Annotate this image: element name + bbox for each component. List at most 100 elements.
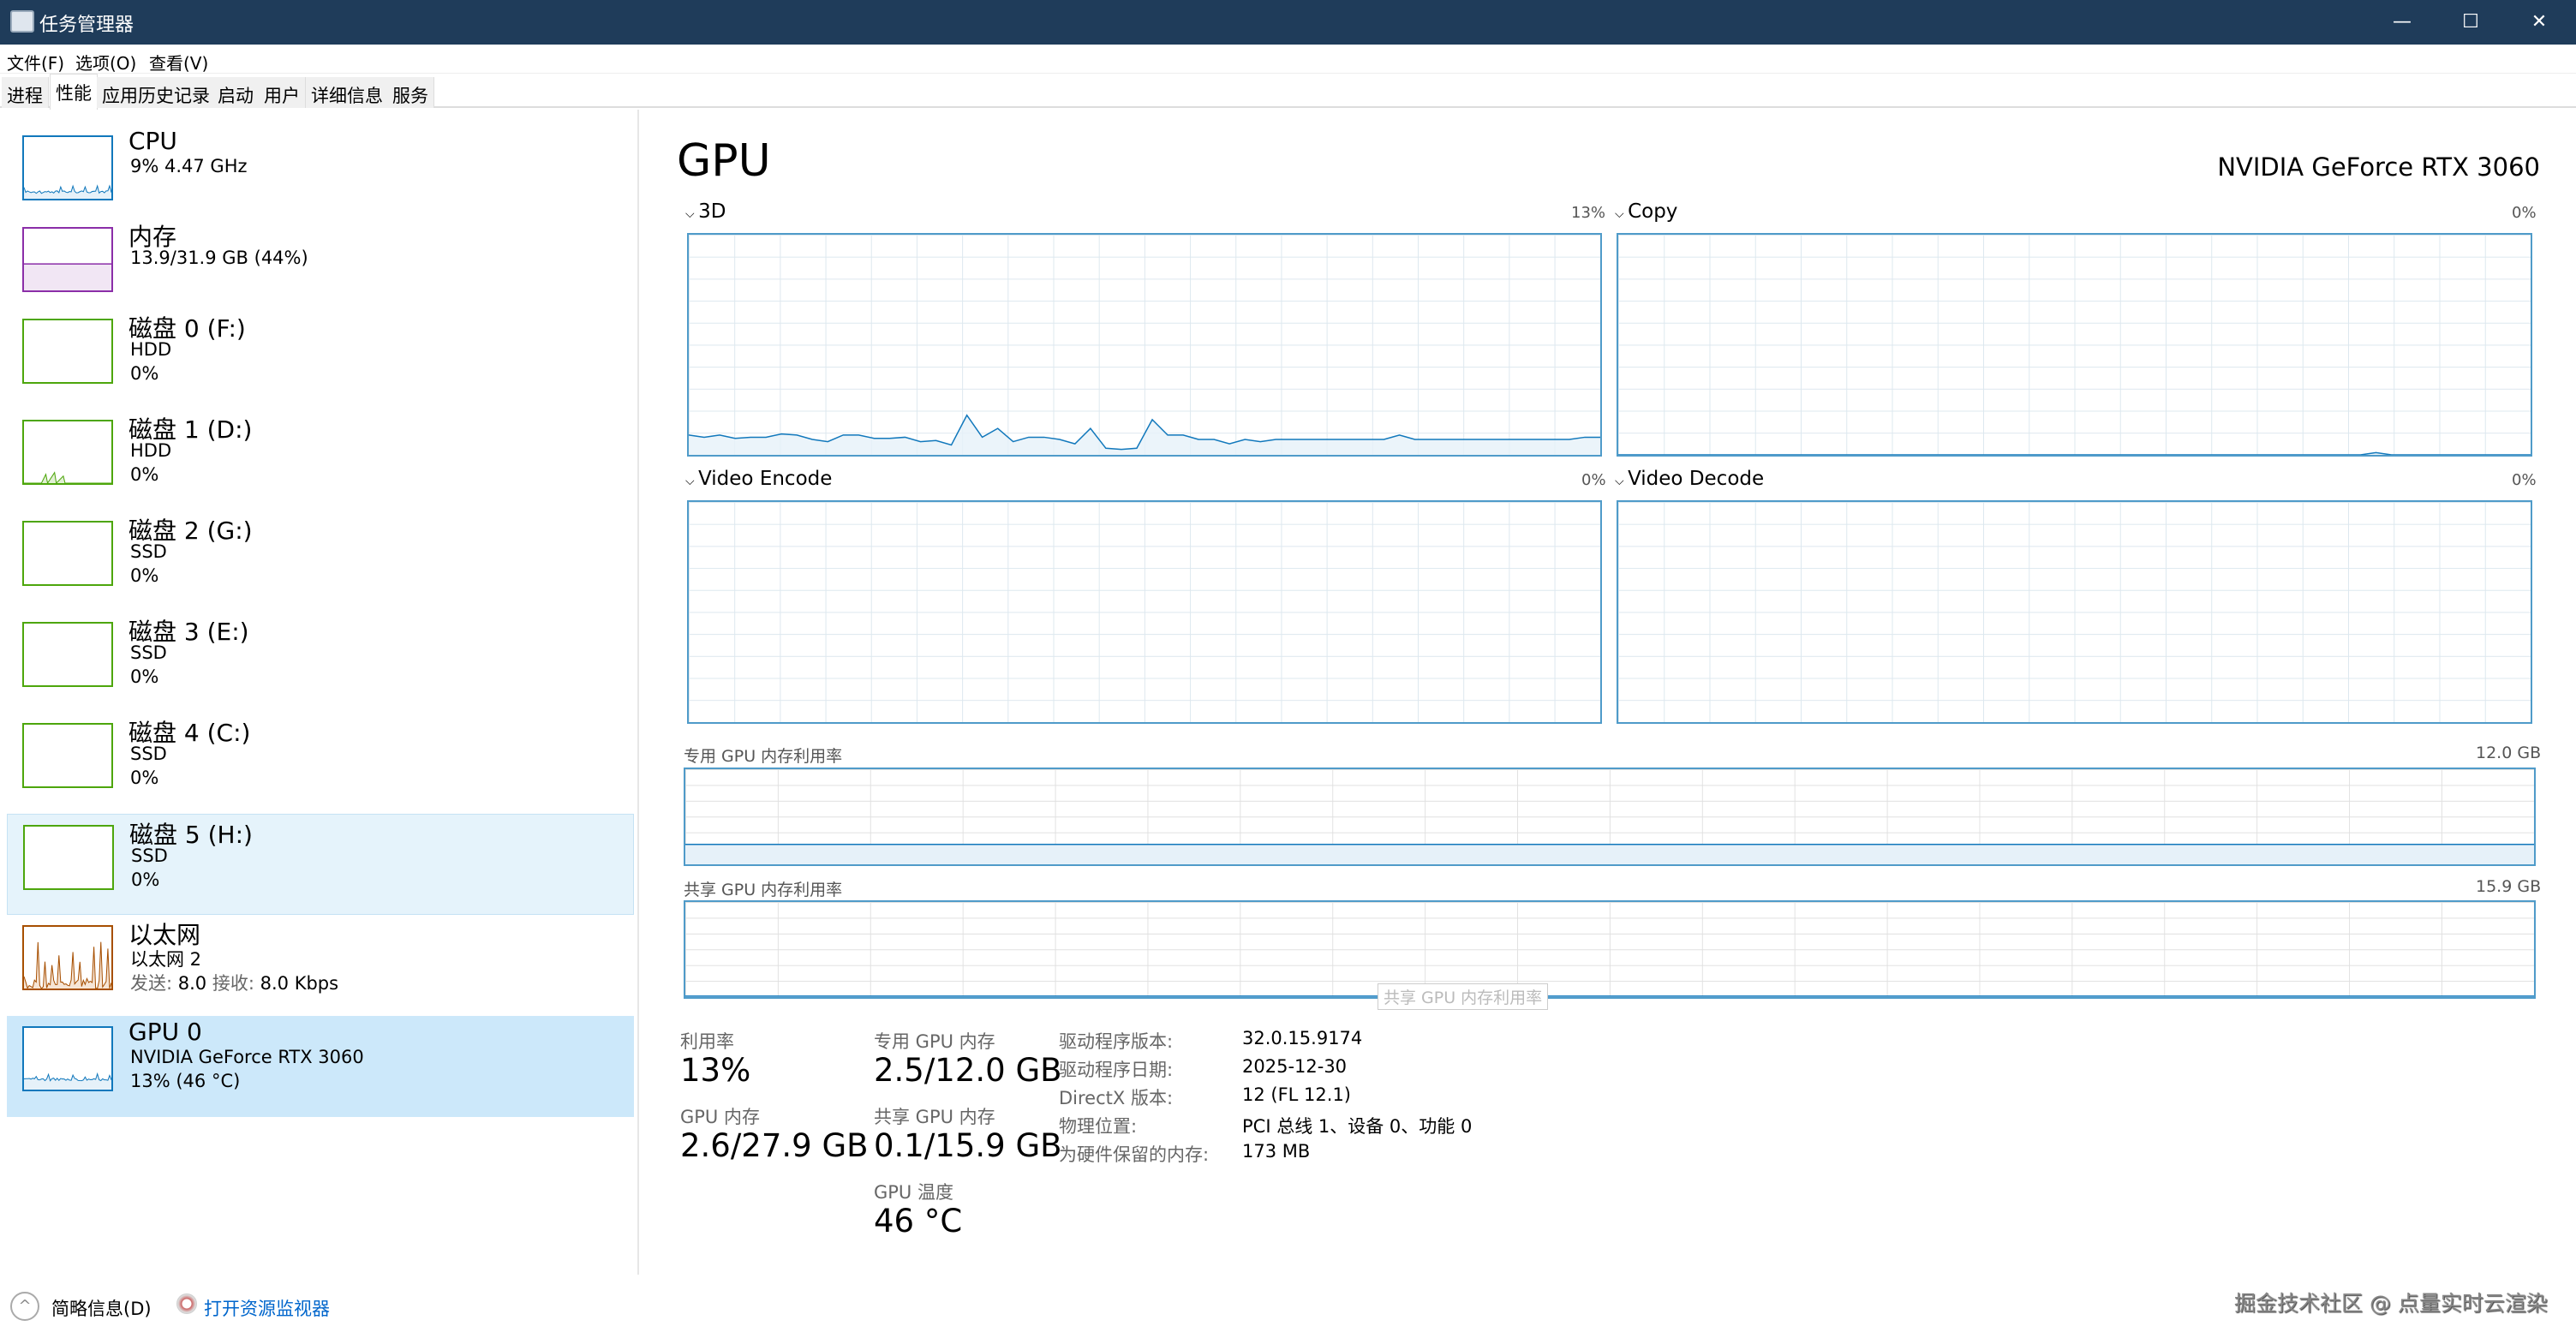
tab-app-history[interactable]: 应用历史记录 bbox=[97, 77, 216, 108]
sidebar-item-detail: 9% 4.47 GHz bbox=[130, 156, 248, 176]
info-key: 驱动程序日期: bbox=[1059, 1056, 1173, 1082]
tab-processes[interactable]: 进程 bbox=[2, 77, 49, 108]
shared-memory-label: 共享 GPU 内存利用率 bbox=[684, 877, 842, 900]
tab-startup[interactable]: 启动 bbox=[212, 77, 260, 108]
chevron-down-icon: ⌵ bbox=[1615, 475, 1628, 488]
chevron-down-icon: ⌵ bbox=[685, 475, 698, 488]
engine-video-decode-label[interactable]: ⌵ Video Decode bbox=[1615, 468, 1764, 490]
sidebar-item[interactable]: 内存 13.9/31.9 GB (44%) bbox=[7, 217, 634, 318]
info-value: 173 MB bbox=[1242, 1141, 1310, 1162]
mini-graph bbox=[22, 420, 113, 485]
info-value: 32.0.15.9174 bbox=[1242, 1028, 1362, 1048]
gpu-temperature-value: 46 °C bbox=[874, 1203, 962, 1239]
sidebar-item[interactable]: 磁盘 3 (E:) SSD 0% bbox=[7, 612, 634, 713]
info-key: 物理位置: bbox=[1059, 1113, 1137, 1138]
dedicated-memory-graph bbox=[684, 768, 2536, 866]
sidebar-item-detail: SSD bbox=[130, 642, 167, 663]
memory-fill bbox=[685, 845, 2534, 864]
engine-label: Video Decode bbox=[1628, 468, 1764, 490]
utilization-label: 利用率 bbox=[680, 1028, 734, 1054]
mini-graph bbox=[22, 521, 113, 586]
sidebar-item-detail: 13.9/31.9 GB (44%) bbox=[130, 248, 308, 268]
open-resource-monitor-link[interactable]: 打开资源监视器 bbox=[204, 1295, 330, 1321]
mini-graph bbox=[22, 1026, 113, 1091]
engine-copy-graph bbox=[1617, 233, 2532, 457]
shared-memory-stat-value: 0.1/15.9 GB bbox=[874, 1127, 1062, 1164]
chevron-down-icon: ⌵ bbox=[685, 207, 698, 221]
tab-details[interactable]: 详细信息 bbox=[306, 77, 389, 108]
mini-graph bbox=[22, 622, 113, 687]
dedicated-memory-stat-value: 2.5/12.0 GB bbox=[874, 1052, 1062, 1089]
engine-copy-label[interactable]: ⌵ Copy bbox=[1615, 200, 1677, 223]
engine-3d-graph bbox=[687, 233, 1602, 457]
tab-users[interactable]: 用户 bbox=[259, 77, 306, 108]
chevron-up-icon[interactable]: ^ bbox=[10, 1292, 39, 1321]
sidebar-item-detail: HDD bbox=[130, 339, 171, 360]
menu-file[interactable]: 文件(F) bbox=[7, 50, 64, 75]
sidebar-item[interactable]: CPU 9% 4.47 GHz bbox=[7, 125, 634, 226]
engine-video-encode-label[interactable]: ⌵ Video Encode bbox=[685, 468, 832, 490]
engine-label: Video Encode bbox=[698, 468, 832, 490]
info-value: PCI 总线 1、设备 0、功能 0 bbox=[1242, 1113, 1472, 1138]
sidebar-item-detail: SSD bbox=[130, 541, 167, 562]
mini-graph bbox=[22, 227, 113, 292]
close-button[interactable]: ✕ bbox=[2505, 0, 2573, 45]
mini-graph bbox=[23, 825, 114, 890]
network-throughput: 发送: 8.0 接收: 8.0 Kbps bbox=[130, 970, 338, 995]
minimize-button[interactable]: — bbox=[2368, 0, 2436, 45]
sidebar-item-detail: HDD bbox=[130, 440, 171, 461]
sidebar-item[interactable]: 磁盘 0 (F:) HDD 0% bbox=[7, 308, 634, 409]
sidebar-item[interactable]: GPU 0 NVIDIA GeForce RTX 3060 13% (46 °C) bbox=[7, 1016, 634, 1117]
engine-video-encode-graph bbox=[687, 500, 1602, 724]
engine-video-decode-value: 0% bbox=[2512, 471, 2537, 489]
info-value: 2025-12-30 bbox=[1242, 1056, 1347, 1077]
tooltip: 共享 GPU 内存利用率 bbox=[1378, 983, 1548, 1010]
sidebar-item-value: 0% bbox=[130, 666, 158, 687]
sidebar-item-name: GPU 0 bbox=[129, 1018, 202, 1046]
page-title: GPU bbox=[677, 135, 771, 187]
sidebar-item[interactable]: 磁盘 5 (H:) SSD 0% bbox=[7, 814, 634, 915]
sidebar-item-value: 0% bbox=[130, 363, 158, 384]
sidebar-item[interactable]: 磁盘 1 (D:) HDD 0% bbox=[7, 409, 634, 511]
info-value: 12 (FL 12.1) bbox=[1242, 1084, 1351, 1105]
device-name: NVIDIA GeForce RTX 3060 bbox=[2217, 152, 2540, 182]
engine-3d-label[interactable]: ⌵ 3D bbox=[685, 200, 726, 223]
menu-bar: 文件(F) 选项(O) 查看(V) bbox=[0, 45, 2576, 74]
sidebar-item-name: CPU bbox=[129, 127, 177, 155]
resource-monitor-icon bbox=[176, 1293, 197, 1314]
title-bar: 任务管理器 — ☐ ✕ bbox=[0, 0, 2576, 45]
sidebar-item-detail: NVIDIA GeForce RTX 3060 bbox=[130, 1047, 364, 1067]
dedicated-memory-label: 专用 GPU 内存利用率 bbox=[684, 744, 842, 767]
sidebar-item[interactable]: 以太网 以太网 2 发送: 8.0 接收: 8.0 Kbps bbox=[7, 915, 634, 1016]
info-key: 为硬件保留的内存: bbox=[1059, 1141, 1209, 1167]
dedicated-memory-stat-label: 专用 GPU 内存 bbox=[874, 1028, 995, 1054]
engine-label: 3D bbox=[698, 200, 726, 223]
sidebar-item-detail: SSD bbox=[130, 744, 167, 764]
maximize-button[interactable]: ☐ bbox=[2436, 0, 2505, 45]
sidebar-item-value: 0% bbox=[131, 869, 159, 890]
engine-video-encode-value: 0% bbox=[1581, 471, 1606, 489]
fewer-details-button[interactable]: 简略信息(D) bbox=[51, 1295, 152, 1321]
sidebar-item[interactable]: 磁盘 4 (C:) SSD 0% bbox=[7, 713, 634, 814]
shared-memory-max: 15.9 GB bbox=[2476, 877, 2541, 896]
dedicated-memory-max: 12.0 GB bbox=[2476, 744, 2541, 762]
mini-graph bbox=[22, 723, 113, 788]
mini-graph bbox=[22, 135, 113, 200]
footer: ^ 简略信息(D) 打开资源监视器 掘金技术社区 @ 点量实时云渲染 bbox=[0, 1276, 2576, 1341]
utilization-line bbox=[1618, 452, 2531, 455]
sidebar-item[interactable]: 磁盘 2 (G:) SSD 0% bbox=[7, 511, 634, 612]
window-title: 任务管理器 bbox=[39, 9, 134, 37]
info-key: DirectX 版本: bbox=[1059, 1084, 1173, 1110]
mini-graph bbox=[22, 925, 113, 990]
resource-sidebar: CPU 9% 4.47 GHz 内存 13.9/31.9 GB (44%) 磁盘… bbox=[0, 110, 639, 1275]
gpu-memory-label: GPU 内存 bbox=[680, 1103, 760, 1129]
menu-options[interactable]: 选项(O) bbox=[75, 50, 136, 75]
tab-services[interactable]: 服务 bbox=[387, 77, 434, 108]
engine-copy-value: 0% bbox=[2512, 204, 2537, 222]
utilization-value: 13% bbox=[680, 1052, 750, 1089]
sidebar-item-detail: 以太网 2 bbox=[130, 946, 201, 971]
gpu-memory-value: 2.6/27.9 GB bbox=[680, 1127, 869, 1164]
menu-view[interactable]: 查看(V) bbox=[149, 50, 208, 75]
chevron-down-icon: ⌵ bbox=[1615, 207, 1628, 221]
tab-performance[interactable]: 性能 bbox=[50, 74, 98, 110]
